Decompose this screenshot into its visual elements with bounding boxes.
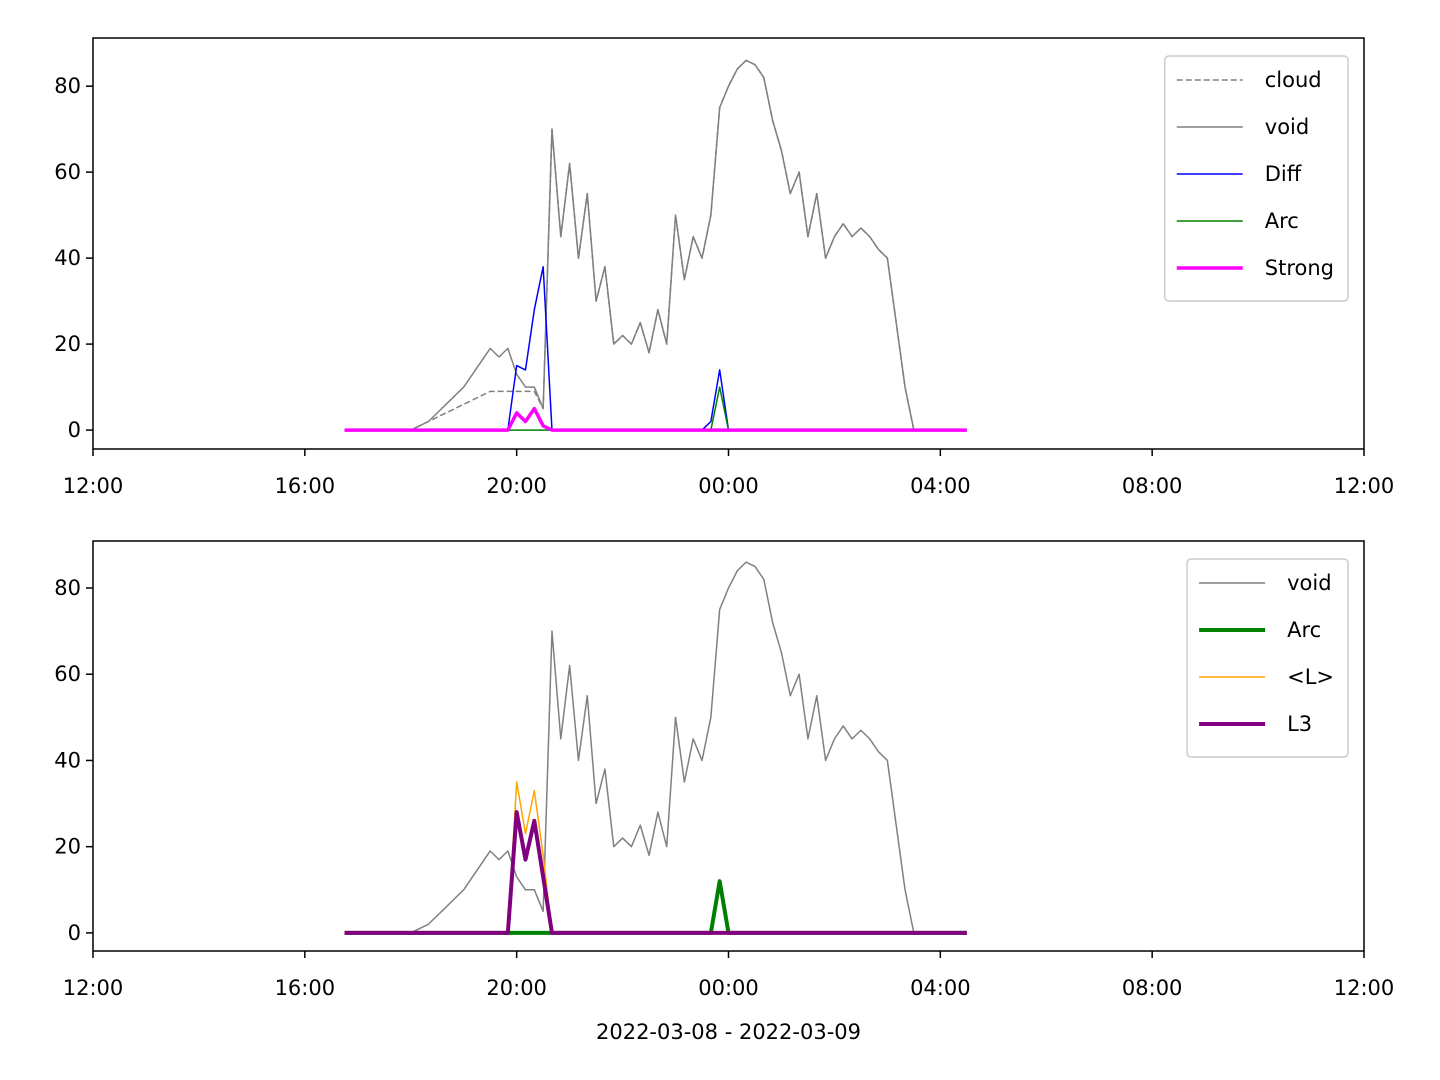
legend-label: Strong [1265, 256, 1334, 280]
x-tick-label: 12:00 [1334, 976, 1395, 1000]
y-tick-label: 60 [54, 662, 81, 686]
y-tick-label: 80 [54, 74, 81, 98]
x-tick-label: 12:00 [63, 474, 124, 498]
y-tick-label: 0 [68, 418, 81, 442]
x-tick-label: 20:00 [486, 976, 547, 1000]
x-axis-label: 2022-03-08 - 2022-03-09 [596, 1020, 861, 1044]
y-tick-label: 40 [54, 748, 81, 772]
x-tick-label: 16:00 [275, 976, 336, 1000]
series-line [344, 561, 967, 934]
y-tick-label: 0 [68, 921, 81, 945]
legend: cloud void Diff Arc Strong [1164, 55, 1349, 302]
y-tick-label: 40 [54, 246, 81, 270]
legend-label: cloud [1265, 68, 1322, 92]
x-tick-label: 08:00 [1122, 976, 1183, 1000]
legend-label: L3 [1287, 712, 1312, 736]
series-line [344, 406, 967, 432]
axes-frame [92, 37, 1365, 450]
x-tick-label: 12:00 [63, 976, 124, 1000]
legend-label: void [1265, 115, 1309, 139]
legend-label: <L> [1287, 665, 1334, 689]
x-tick-label: 00:00 [698, 474, 759, 498]
x-tick-label: 16:00 [275, 474, 336, 498]
x-tick-label: 00:00 [698, 976, 759, 1000]
legend-frame [1186, 558, 1349, 758]
x-tick-label: 12:00 [1334, 474, 1395, 498]
x-tick-label: 08:00 [1122, 474, 1183, 498]
y-tick-label: 80 [54, 576, 81, 600]
series-line [344, 810, 967, 935]
legend-label: Arc [1287, 618, 1321, 642]
axes-frame [92, 540, 1365, 952]
y-tick-label: 60 [54, 160, 81, 184]
legend-label: void [1287, 571, 1331, 595]
legend: void Arc <L> L3 [1186, 558, 1349, 758]
legend-frame [1164, 55, 1349, 302]
legend-label: Arc [1265, 209, 1299, 233]
y-tick-label: 20 [54, 332, 81, 356]
y-tick-label: 20 [54, 835, 81, 859]
legend-label: Diff [1265, 162, 1302, 186]
x-tick-label: 04:00 [910, 474, 971, 498]
x-tick-label: 04:00 [910, 976, 971, 1000]
series-line [344, 59, 967, 431]
x-tick-label: 20:00 [486, 474, 547, 498]
